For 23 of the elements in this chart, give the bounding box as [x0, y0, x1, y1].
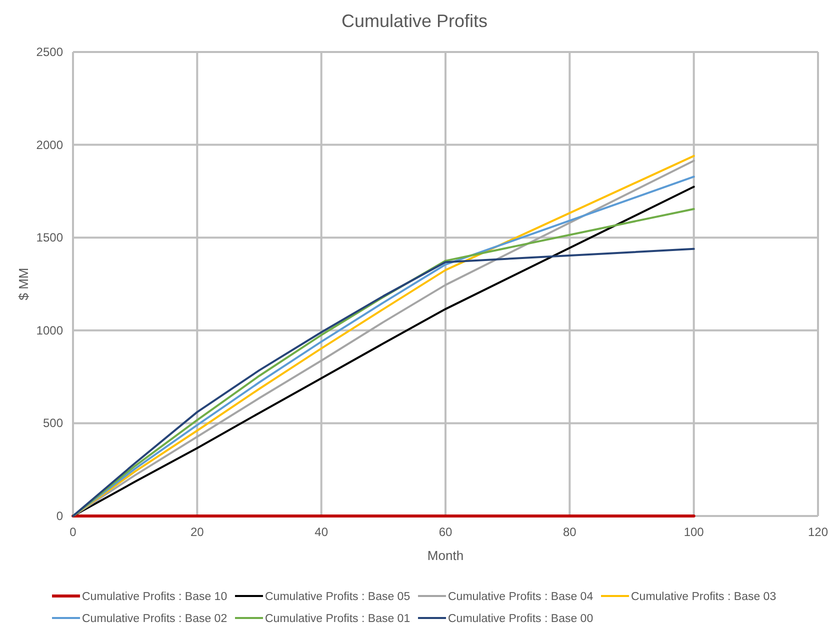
y-tick-label: 1500 — [36, 230, 64, 245]
x-tick-label: 0 — [70, 525, 77, 539]
x-tick-label: 80 — [562, 525, 577, 539]
legend-label: Cumulative Profits : Base 01 — [265, 613, 410, 625]
y-tick-label: 2000 — [36, 138, 64, 152]
legend-label: Cumulative Profits : Base 05 — [265, 591, 410, 603]
y-tick-label: 2500 — [36, 45, 64, 59]
x-tick-label: 120 — [808, 525, 828, 539]
legend-label: Cumulative Profits : Base 10 — [82, 591, 228, 603]
legend-label: Cumulative Profits : Base 02 — [82, 613, 228, 625]
chart-title: Cumulative Profits — [341, 11, 488, 31]
legend-label: Cumulative Profits : Base 03 — [631, 591, 776, 603]
y-tick-label: 500 — [42, 416, 64, 430]
x-tick-label: 60 — [438, 525, 452, 539]
x-tick-label: 100 — [684, 525, 704, 539]
x-axis-title: Month — [427, 548, 464, 563]
x-tick-label: 40 — [314, 525, 328, 539]
legend-label: Cumulative Profits : Base 04 — [448, 591, 594, 603]
legend-label: Cumulative Profits : Base 00 — [448, 613, 594, 625]
y-tick-label: 1000 — [36, 323, 64, 338]
x-tick-label: 20 — [190, 525, 204, 539]
y-axis-title: $ MM — [16, 268, 31, 300]
y-tick-label: 0 — [56, 509, 64, 523]
